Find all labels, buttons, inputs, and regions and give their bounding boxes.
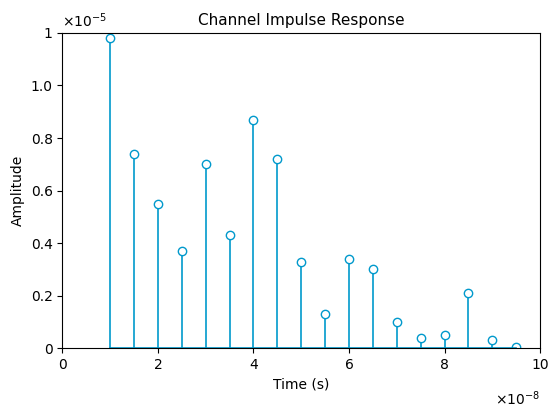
Title: Channel Impulse Response: Channel Impulse Response	[198, 13, 404, 28]
Y-axis label: Amplitude: Amplitude	[11, 155, 25, 226]
Text: $\times10^{-8}$: $\times10^{-8}$	[495, 389, 540, 408]
Text: $\times10^{-5}$: $\times10^{-5}$	[62, 11, 108, 30]
X-axis label: Time (s): Time (s)	[273, 378, 329, 391]
